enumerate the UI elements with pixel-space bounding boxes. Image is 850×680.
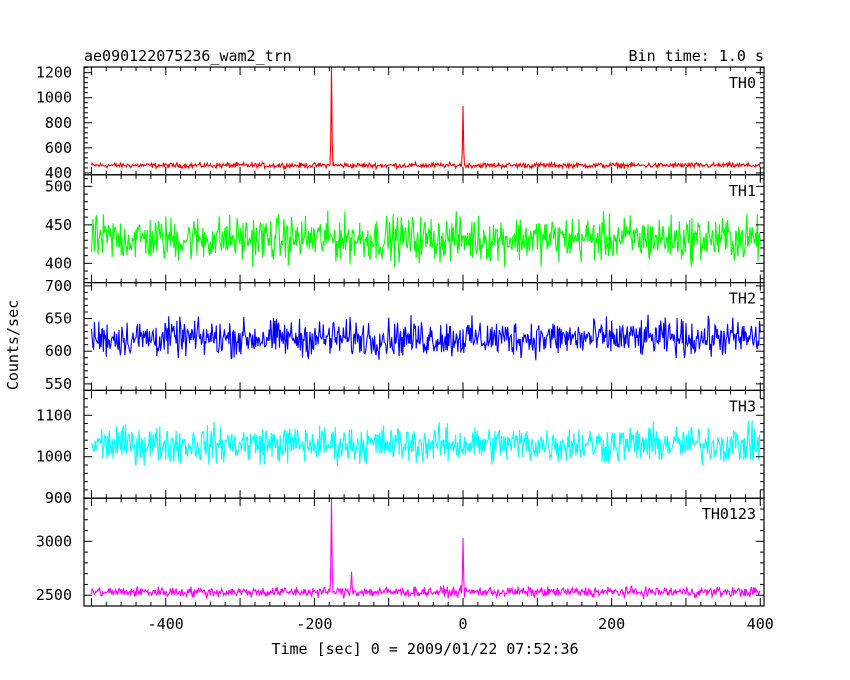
y-tick-label: 450 [45, 216, 72, 234]
x-tick-label: 0 [459, 615, 468, 633]
y-tick-label: 550 [45, 375, 72, 393]
panel-label: TH1 [729, 182, 756, 200]
bin-time-label: Bin time: 1.0 s [629, 47, 764, 65]
y-tick-label: 650 [45, 310, 72, 328]
y-tick-label: 900 [45, 489, 72, 507]
x-tick-label: 200 [598, 615, 625, 633]
y-tick-label: 2500 [36, 586, 72, 604]
panel-th1: 400 450 500 TH1 [45, 174, 765, 284]
x-axis-label: Time [sec] 0 = 2009/01/22 07:52:36 [271, 640, 578, 658]
series-line-th0 [90, 67, 761, 171]
y-tick-label: 700 [45, 277, 72, 295]
series-line-th3 [90, 420, 761, 467]
y-tick-label: 600 [45, 342, 72, 360]
panels-group: 400 600 800 1000 1200 TH0 400 450 500 TH1 550 600 65… [36, 64, 765, 607]
panel-label: TH2 [729, 290, 756, 308]
panel-th0123: 2500 3000 TH0123 [36, 497, 765, 607]
y-tick-label: 3000 [36, 532, 72, 550]
panel-frame [83, 66, 765, 176]
y-tick-label: 800 [45, 114, 72, 132]
x-tick-label: -400 [148, 615, 184, 633]
panel-frame [83, 282, 765, 392]
y-tick-label: 1200 [36, 64, 72, 82]
y-tick-label: 400 [45, 254, 72, 272]
y-tick-label: 400 [45, 164, 72, 182]
x-tick-label: 400 [747, 615, 774, 633]
panel-th2: 550 600 650 700 TH2 [45, 277, 765, 393]
y-tick-label: 1100 [36, 406, 72, 424]
series-line-th1 [90, 210, 761, 267]
y-axis-label: Counts/sec [4, 300, 22, 390]
x-axis: -400 -200 0 200 400 [148, 615, 774, 633]
y-tick-label: 1000 [36, 448, 72, 466]
y-tick-label: 1000 [36, 89, 72, 107]
y-tick-label: 500 [45, 177, 72, 195]
panel-label: TH3 [729, 397, 756, 415]
panel-label: TH0123 [702, 505, 756, 523]
y-tick-label: 600 [45, 139, 72, 157]
panel-th0: 400 600 800 1000 1200 TH0 [36, 64, 765, 182]
series-line-th0123 [90, 498, 761, 600]
series-line-th2 [90, 314, 761, 361]
chart-title: ae090122075236_wam2_trn [84, 47, 292, 65]
panel-th3: 900 1000 1100 TH3 [36, 389, 765, 507]
panel-label: TH0 [729, 74, 756, 92]
x-tick-label: -200 [296, 615, 332, 633]
